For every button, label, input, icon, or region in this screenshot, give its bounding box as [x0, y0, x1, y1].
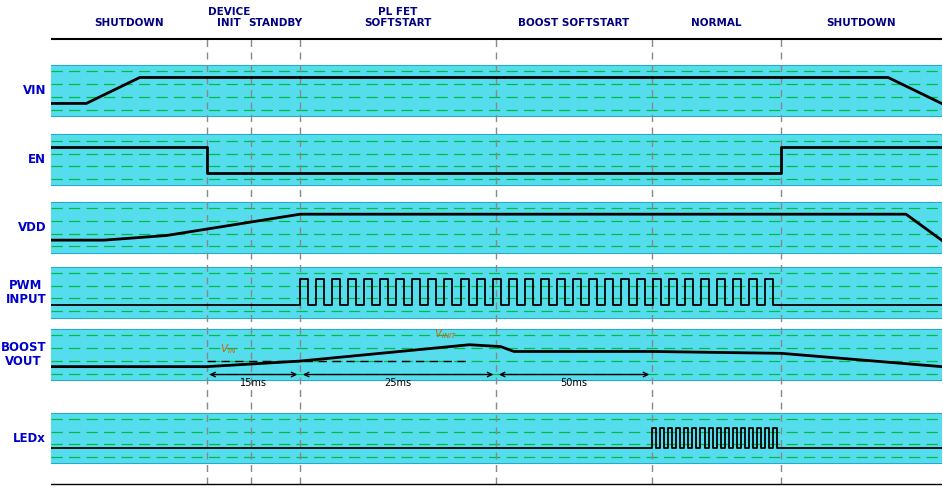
Text: STANDBY: STANDBY	[249, 18, 303, 28]
Text: 50ms: 50ms	[560, 378, 587, 388]
FancyBboxPatch shape	[51, 201, 942, 252]
Text: 15ms: 15ms	[240, 378, 267, 388]
Text: SHUTDOWN: SHUTDOWN	[827, 18, 896, 28]
Text: LEDx: LEDx	[13, 432, 46, 445]
Text: 25ms: 25ms	[385, 378, 412, 388]
Text: VDD: VDD	[18, 221, 46, 234]
Text: BOOST SOFTSTART: BOOST SOFTSTART	[519, 18, 630, 28]
Text: BOOST
VOUT: BOOST VOUT	[1, 341, 46, 368]
Text: EN: EN	[28, 153, 46, 166]
Text: SHUTDOWN: SHUTDOWN	[93, 18, 163, 28]
FancyBboxPatch shape	[51, 65, 942, 116]
FancyBboxPatch shape	[51, 412, 942, 463]
Text: PL FET
SOFTSTART: PL FET SOFTSTART	[364, 7, 432, 28]
Text: NORMAL: NORMAL	[691, 18, 742, 28]
Text: $V_{INIT}$: $V_{INIT}$	[434, 328, 457, 342]
FancyBboxPatch shape	[51, 135, 942, 186]
Text: DEVICE
INIT: DEVICE INIT	[207, 7, 250, 28]
Text: PWM
INPUT: PWM INPUT	[6, 279, 46, 305]
FancyBboxPatch shape	[51, 329, 942, 380]
FancyBboxPatch shape	[51, 266, 942, 317]
Text: $V_{IN}$: $V_{IN}$	[220, 343, 237, 356]
Text: VIN: VIN	[23, 84, 46, 97]
